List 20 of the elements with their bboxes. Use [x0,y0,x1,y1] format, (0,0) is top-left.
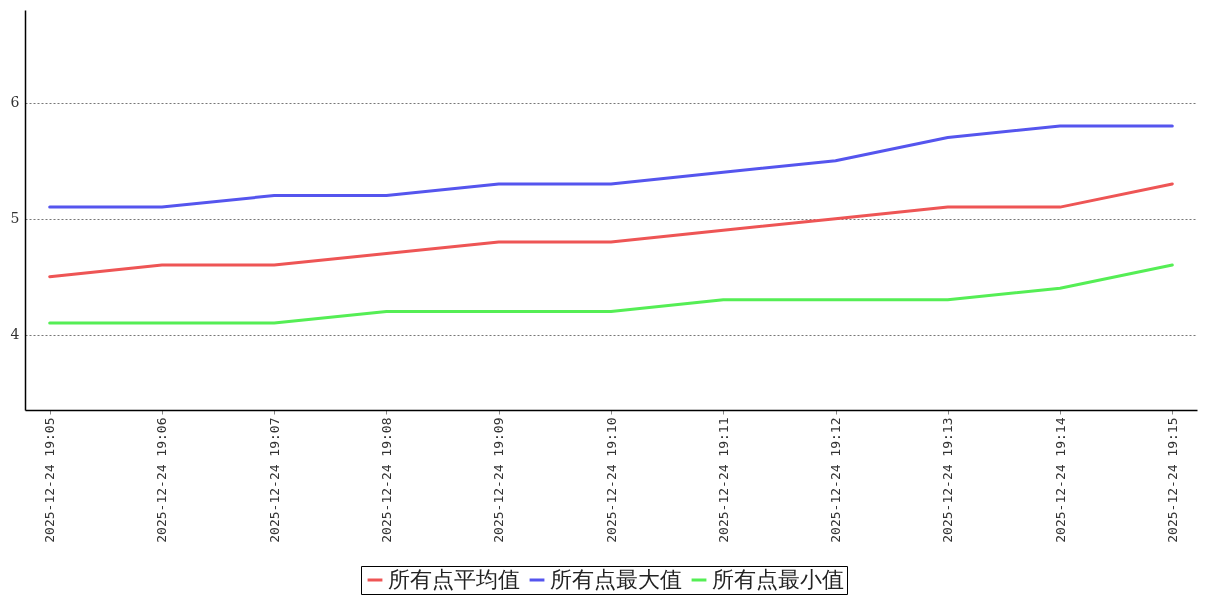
x-tick-label: 2025-12-24 19:09 [491,417,507,543]
legend-label: 所有点最大值 [550,567,682,592]
legend-label: 所有点最小值 [712,567,844,592]
x-tick-label: 2025-12-24 19:07 [266,417,282,543]
line-series [48,263,1174,325]
x-tick-label: 2025-12-24 19:14 [1052,417,1068,543]
legend-label: 所有点平均值 [388,567,520,592]
line-series [48,124,1174,209]
x-tick-label: 2025-12-24 19:11 [715,417,731,543]
y-tick-label: 6 [10,94,20,111]
x-tick-label: 2025-12-24 19:05 [42,417,58,543]
x-tick-label: 2025-12-24 19:15 [1164,417,1180,543]
x-tick-label: 2025-12-24 19:06 [154,417,170,543]
x-tick-label: 2025-12-24 19:12 [828,417,844,543]
x-tick-label: 2025-12-24 19:10 [603,417,619,543]
x-tick-label: 2025-12-24 19:08 [378,417,394,543]
y-tick-label: 4 [10,326,20,343]
x-tick-label: 2025-12-24 19:13 [940,417,956,543]
line-series [48,182,1174,279]
y-tick-label: 5 [10,210,20,227]
